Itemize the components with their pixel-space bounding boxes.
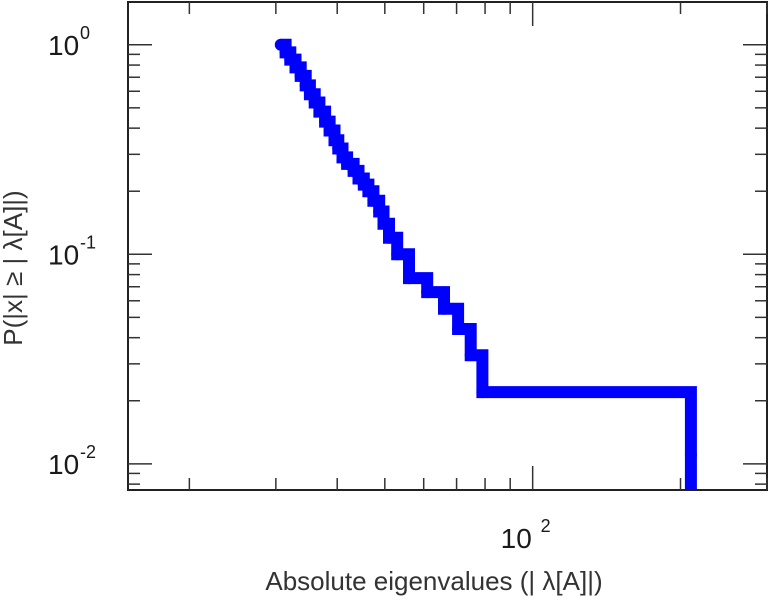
data-point [323, 124, 336, 137]
data-point [308, 96, 321, 109]
x-tick-label-exponent: 2 [541, 516, 551, 536]
y-tick-label-exponent: 0 [80, 23, 90, 43]
data-point [294, 69, 307, 82]
data-point [332, 142, 345, 155]
data-point [452, 323, 465, 336]
data-point [367, 194, 380, 207]
x-tick-label: 10 [501, 523, 532, 554]
x-axis-title: Absolute eigenvalues (| λ[A]|) [265, 566, 602, 596]
data-point [319, 115, 332, 128]
y-tick-label-exponent: -2 [80, 442, 96, 462]
data-point [476, 386, 489, 399]
data-point [299, 79, 312, 92]
plot-frame [127, 1, 768, 491]
data-point [313, 105, 326, 118]
y-tick-label: 10 [48, 30, 79, 61]
y-tick-label-exponent: -1 [80, 232, 96, 252]
data-point [464, 349, 477, 362]
data-point [377, 217, 390, 230]
data-point [438, 302, 451, 315]
data-point [391, 248, 404, 261]
data-point [402, 272, 415, 285]
y-tick-label: 10 [48, 449, 79, 480]
y-tick-label: 10 [48, 239, 79, 270]
y-axis-title: P(|x| ≥ | λ[A]|) [0, 190, 28, 345]
tick-labels: 10 010 -110 -210 2 [48, 23, 551, 554]
series-line [279, 38, 697, 490]
data-point [684, 449, 697, 462]
axis-ticks [128, 2, 768, 490]
data-point [421, 286, 434, 299]
data-point [362, 185, 375, 198]
data-point [373, 205, 386, 218]
data-layer [274, 38, 697, 490]
data-point [383, 231, 396, 244]
